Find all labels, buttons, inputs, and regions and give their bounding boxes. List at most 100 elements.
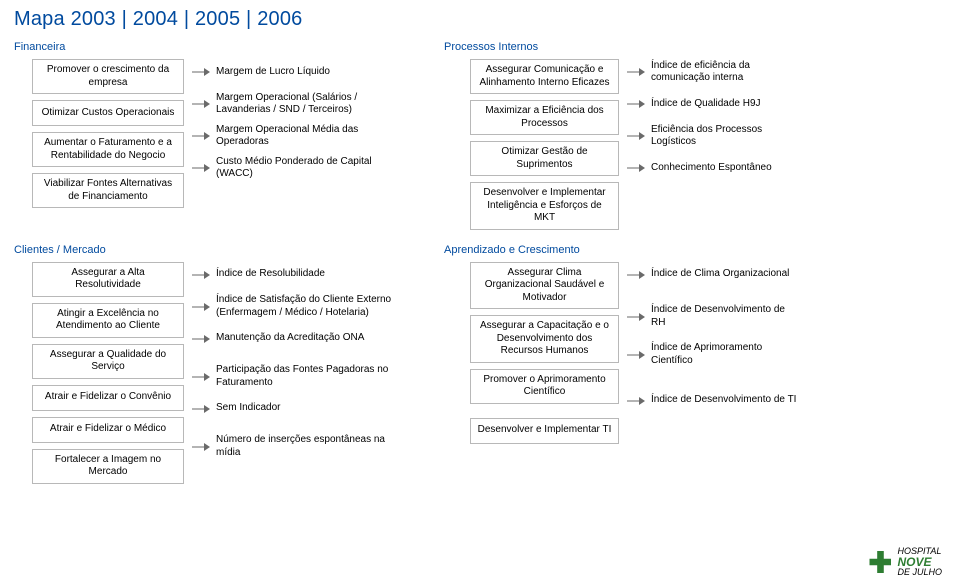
clientes-columns: Assegurar a Alta Resolutividade Atingir … (14, 262, 414, 484)
section-heading-financeira: Financeira (14, 41, 414, 53)
metric-row: Índice de Satisfação do Cliente Externo … (192, 294, 392, 320)
financeira-metrics: Margem de Lucro Líquido Margem Operacion… (192, 59, 392, 208)
page-title: Mapa 2003 | 2004 | 2005 | 2006 (14, 8, 946, 31)
metric-label: Sem Indicador (216, 402, 280, 415)
arrow-icon (627, 163, 645, 173)
metric-row: Margem Operacional Média das Operadoras (192, 123, 392, 149)
indicator-row: Índice de Qualidade H9J (627, 91, 802, 117)
processos-boxes: Assegurar Comunicação e Alinhamento Inte… (444, 59, 619, 230)
objective-box: Maximizar a Eficiência dos Processos (470, 100, 619, 135)
aprendizado-columns: Assegurar Clima Organizacional Saudável … (444, 262, 934, 444)
metric-label: Manutenção da Acreditação ONA (216, 332, 364, 345)
hospital-logo: HOSPITAL NOVE DE JULHO (869, 547, 942, 577)
arrow-icon (627, 67, 645, 77)
metric-row: Manutenção da Acreditação ONA (192, 326, 392, 352)
aprendizado-indicators: Índice de Clima Organizacional Índice de… (627, 262, 802, 444)
processos-indicators: Índice de eficiência da comunicação inte… (627, 59, 802, 230)
metric-label: Margem Operacional Média das Operadoras (216, 124, 392, 149)
financeira-boxes: Promover o crescimento da empresa Otimiz… (14, 59, 184, 208)
metric-label: Margem de Lucro Líquido (216, 66, 330, 79)
arrow-icon (192, 372, 210, 382)
clientes-metrics: Índice de Resolubilidade Índice de Satis… (192, 262, 392, 484)
objective-box: Atrair e Fidelizar o Médico (32, 417, 184, 443)
financeira-columns: Promover o crescimento da empresa Otimiz… (14, 59, 414, 208)
arrow-icon (627, 131, 645, 141)
indicator-label: Índice de Qualidade H9J (651, 98, 761, 111)
arrow-icon (627, 99, 645, 109)
arrow-icon (192, 404, 210, 414)
section-heading-clientes: Clientes / Mercado (14, 244, 414, 256)
objective-box: Aumentar o Faturamento e a Rentabilidade… (32, 132, 184, 167)
page: Mapa 2003 | 2004 | 2005 | 2006 Financeir… (0, 0, 960, 587)
indicator-label: Índice de Clima Organizacional (651, 268, 789, 281)
logo-line3: DE JULHO (897, 567, 942, 577)
arrow-icon (192, 442, 210, 452)
objective-box: Atrair e Fidelizar o Convênio (32, 385, 184, 411)
objective-box: Assegurar a Alta Resolutividade (32, 262, 184, 297)
indicator-label: Índice de Aprimoramento Científico (651, 342, 802, 367)
logo-text: HOSPITAL NOVE DE JULHO (897, 547, 942, 577)
metric-row: Margem de Lucro Líquido (192, 59, 392, 85)
objective-box: Promover o Aprimoramento Científico (470, 369, 619, 404)
indicator-row: Conhecimento Espontâneo (627, 155, 802, 181)
metric-row: Participação das Fontes Pagadoras no Fat… (192, 364, 392, 390)
row-top: Financeira Promover o crescimento da emp… (14, 31, 946, 230)
metric-label: Margem Operacional (Salários / Lavanderi… (216, 92, 392, 117)
indicator-label: Conhecimento Espontâneo (651, 162, 772, 175)
objective-box: Otimizar Gestão de Suprimentos (470, 141, 619, 176)
indicator-row: Índice de Clima Organizacional (627, 262, 802, 288)
metric-row: Índice de Resolubilidade (192, 262, 392, 288)
arrow-icon (192, 131, 210, 141)
section-heading-processos: Processos Internos (444, 41, 934, 53)
objective-box: Viabilizar Fontes Alternativas de Financ… (32, 173, 184, 208)
processos-columns: Assegurar Comunicação e Alinhamento Inte… (444, 59, 934, 230)
section-clientes: Clientes / Mercado Assegurar a Alta Reso… (14, 234, 414, 484)
arrow-icon (192, 67, 210, 77)
cross-icon (869, 551, 891, 573)
arrow-icon (192, 334, 210, 344)
objective-box: Promover o crescimento da empresa (32, 59, 184, 94)
objective-box: Desenvolver e Implementar TI (470, 418, 619, 444)
arrow-icon (627, 270, 645, 280)
indicator-label: Índice de eficiência da comunicação inte… (651, 60, 802, 85)
indicator-row: Índice de Desenvolvimento de RH (627, 304, 802, 330)
arrow-icon (192, 163, 210, 173)
metric-label: Número de inserções espontâneas na mídia (216, 434, 392, 459)
objective-box: Assegurar a Qualidade do Serviço (32, 344, 184, 379)
arrow-icon (192, 270, 210, 280)
metric-row: Custo Médio Ponderado de Capital (WACC) (192, 155, 392, 181)
section-aprendizado: Aprendizado e Crescimento Assegurar Clim… (414, 234, 934, 484)
objective-box: Otimizar Custos Operacionais (32, 100, 184, 126)
objective-box: Assegurar a Capacitação e o Desenvolvime… (470, 315, 619, 363)
section-financeira: Financeira Promover o crescimento da emp… (14, 31, 414, 230)
objective-box: Fortalecer a Imagem no Mercado (32, 449, 184, 484)
objective-box: Assegurar Clima Organizacional Saudável … (470, 262, 619, 310)
clientes-boxes: Assegurar a Alta Resolutividade Atingir … (14, 262, 184, 484)
arrow-icon (627, 350, 645, 360)
quadrant-grid: Financeira Promover o crescimento da emp… (14, 31, 946, 484)
objective-box: Atingir a Excelência no Atendimento ao C… (32, 303, 184, 338)
metric-label: Participação das Fontes Pagadoras no Fat… (216, 364, 392, 389)
indicator-row: Índice de Aprimoramento Científico (627, 342, 802, 368)
aprendizado-boxes: Assegurar Clima Organizacional Saudável … (444, 262, 619, 444)
indicator-label: Índice de Desenvolvimento de RH (651, 304, 802, 329)
row-bottom: Clientes / Mercado Assegurar a Alta Reso… (14, 234, 946, 484)
metric-label: Custo Médio Ponderado de Capital (WACC) (216, 156, 392, 181)
indicator-row: Índice de eficiência da comunicação inte… (627, 59, 802, 85)
section-heading-aprendizado: Aprendizado e Crescimento (444, 244, 934, 256)
arrow-icon (627, 396, 645, 406)
arrow-icon (192, 302, 210, 312)
indicator-row: Eficiência dos Processos Logísticos (627, 123, 802, 149)
indicator-label: Eficiência dos Processos Logísticos (651, 124, 802, 149)
objective-box: Desenvolver e Implementar Inteligência e… (470, 182, 619, 230)
indicator-label: Índice de Desenvolvimento de TI (651, 394, 796, 407)
metric-row: Margem Operacional (Salários / Lavanderi… (192, 91, 392, 117)
indicator-row: Índice de Desenvolvimento de TI (627, 388, 802, 414)
objective-box: Assegurar Comunicação e Alinhamento Inte… (470, 59, 619, 94)
metric-row: Número de inserções espontâneas na mídia (192, 434, 392, 460)
metric-label: Índice de Resolubilidade (216, 268, 325, 281)
metric-row: Sem Indicador (192, 396, 392, 422)
section-processos: Processos Internos Assegurar Comunicação… (414, 31, 934, 230)
arrow-icon (627, 312, 645, 322)
metric-label: Índice de Satisfação do Cliente Externo … (216, 294, 392, 319)
